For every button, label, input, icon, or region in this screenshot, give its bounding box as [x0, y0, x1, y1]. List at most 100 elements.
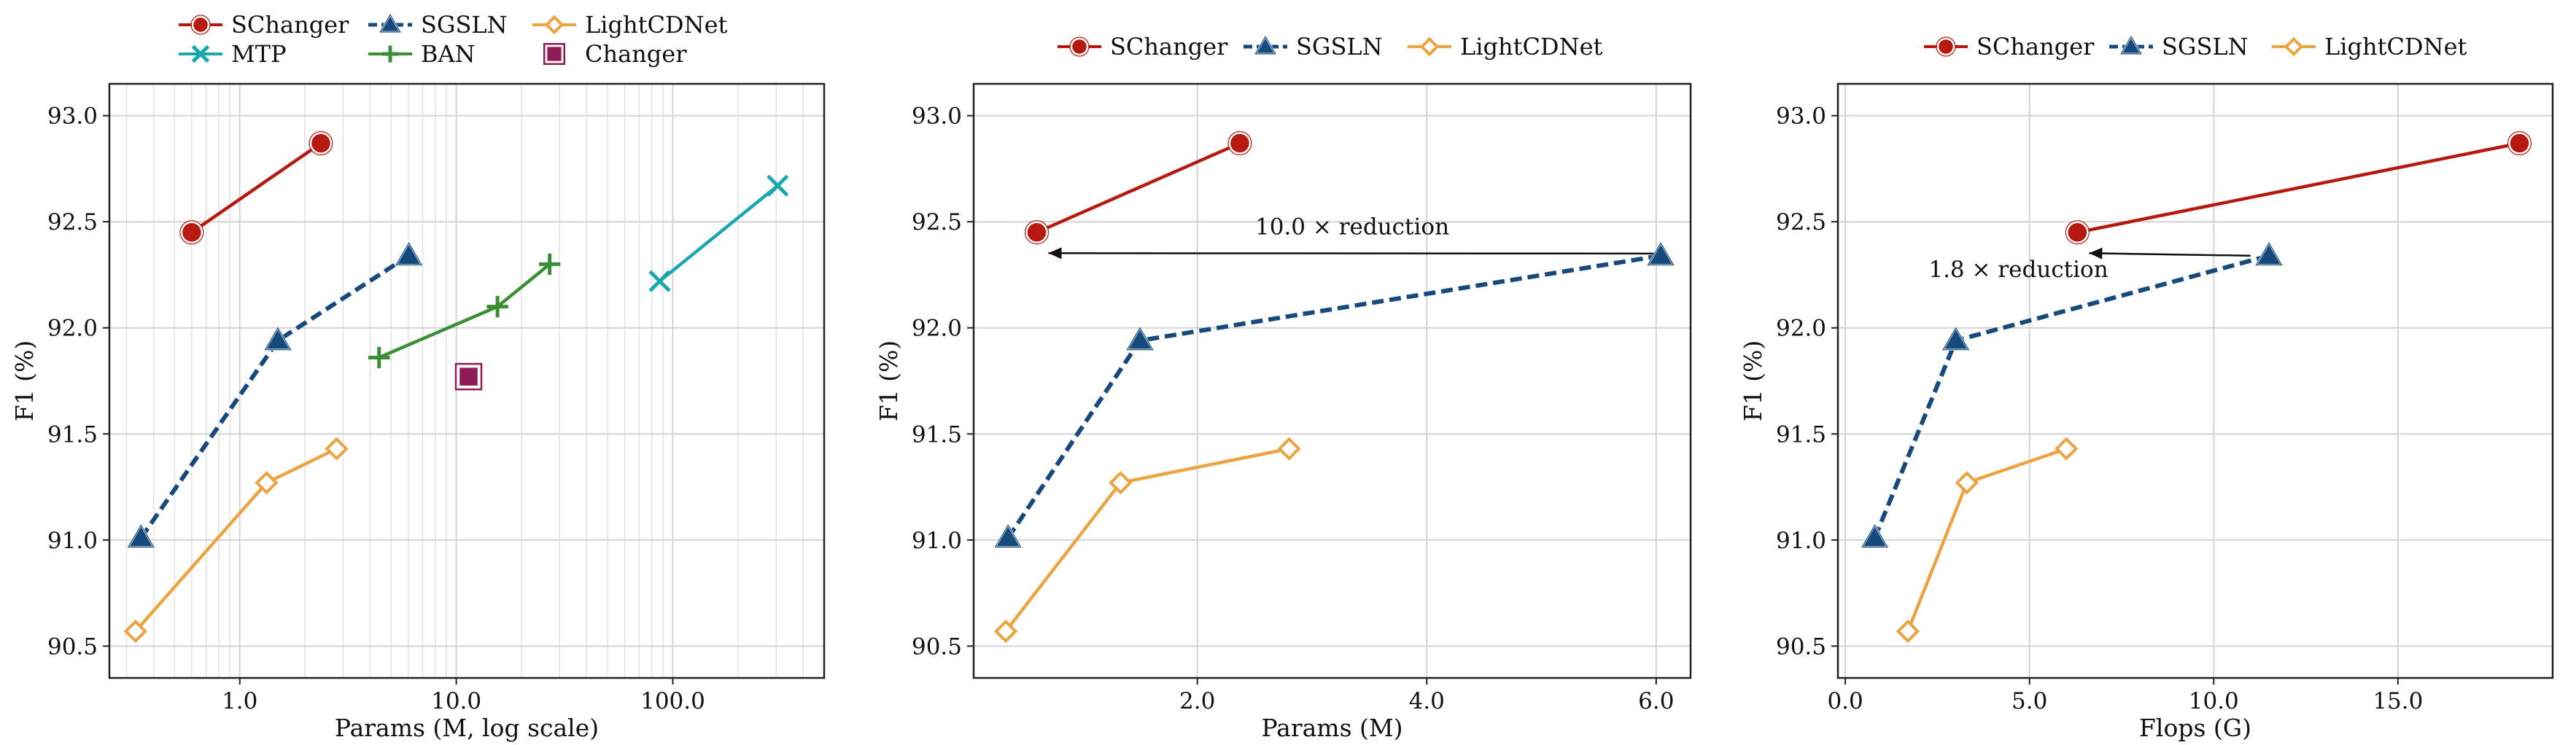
x-axis-label: Flops (G) — [2139, 714, 2251, 742]
data-point-sgsln-ring — [1861, 524, 1889, 548]
series-line-mtp — [659, 184, 779, 283]
x-tick-label: 4.0 — [1409, 688, 1445, 714]
legend-marker-lightcdnet — [1419, 36, 1440, 57]
y-tick-label: 92.5 — [912, 209, 962, 235]
series-schanger — [1024, 130, 1252, 245]
y-tick-label: 91.0 — [1776, 528, 1826, 554]
legend-marker-mtp — [191, 44, 210, 63]
annotation-arrow-head — [2089, 247, 2103, 260]
data-point-lightcdnet — [1109, 471, 1133, 495]
series-sgsln — [1860, 241, 2284, 548]
series-changer — [454, 362, 483, 391]
data-point-schanger-ring — [309, 130, 333, 156]
y-tick-label: 91.5 — [1776, 421, 1826, 448]
legend-item-schanger: SChanger — [1924, 33, 2095, 61]
data-point-schanger-ring — [1227, 130, 1252, 156]
legend-label: SChanger — [1110, 33, 1228, 61]
data-point-schanger — [2066, 221, 2089, 243]
x-tick-label: 10.0 — [2189, 688, 2239, 714]
data-point-sgsln-ring — [1647, 242, 1675, 265]
legend-marker-schanger — [1070, 37, 1089, 56]
annotation-label: 1.8 × reduction — [1928, 257, 2108, 283]
x-axis-label: Params (M) — [1261, 714, 1403, 742]
legend-marker-changer — [547, 47, 562, 61]
legend-label: SGSLN — [2162, 33, 2249, 61]
series-line-schanger — [2076, 141, 2520, 234]
y-tick-label: 91.0 — [47, 528, 98, 554]
legend-item-lightcdnet: LightCDNet — [532, 11, 728, 39]
y-tick-label: 90.5 — [1776, 633, 1826, 660]
legend-item-schanger: SChanger — [179, 11, 349, 39]
legend-item-sgsln: SGSLN — [1244, 33, 1383, 61]
data-point-ban — [538, 253, 561, 276]
x-tick-label: 15.0 — [2373, 688, 2423, 714]
y-tick-label: 93.0 — [1776, 104, 1826, 130]
series-line-schanger — [190, 141, 322, 234]
data-point-mtp — [648, 270, 671, 292]
y-tick-label: 92.5 — [1776, 209, 1826, 235]
data-point-sgsln-ring — [395, 242, 423, 265]
legend-label: LightCDNet — [1460, 33, 1603, 61]
annotation-arrow-line — [1048, 252, 1661, 255]
series-sgsln — [993, 241, 1675, 548]
data-point-ban — [486, 295, 508, 318]
series-line-schanger — [1036, 141, 1241, 234]
legend-marker-schanger-ring — [1936, 36, 1956, 57]
series-sgsln — [126, 241, 424, 548]
annotation-label: 10.0 × reduction — [1255, 214, 1449, 241]
legend-marker-lightcdnet — [2284, 36, 2304, 57]
data-point-schanger-ring — [179, 220, 204, 245]
data-point-sgsln-ring — [127, 524, 155, 548]
legend-item-mtp: MTP — [179, 40, 287, 68]
legend-item-lightcdnet: LightCDNet — [2272, 33, 2467, 61]
legend-item-sgsln: SGSLN — [368, 11, 508, 39]
x-tick-label: 0.0 — [1827, 688, 1863, 714]
x-tick-label: 1.0 — [222, 688, 257, 714]
legend-item-ban: BAN — [368, 40, 476, 68]
series-ban — [368, 253, 561, 369]
data-point-schanger-ring — [2065, 220, 2090, 245]
data-point-lightcdnet — [1896, 619, 1920, 644]
legend-item-lightcdnet: LightCDNet — [1408, 33, 1603, 61]
data-point-schanger — [2508, 132, 2531, 155]
chart-panel-3: 0.0 5.0 10.0 15.0 90.5 91.0 91.5 92.0 92.5 93.0 Fl… — [1739, 33, 2554, 742]
legend: SChanger SGSLN LightCDNet — [1924, 33, 2467, 61]
y-tick-label: 93.0 — [47, 104, 98, 130]
legend-marker-schanger — [191, 15, 210, 34]
x-tick-label: 6.0 — [1638, 688, 1674, 714]
legend-label: SGSLN — [1296, 33, 1383, 61]
chart-panel-2: 2.0 4.0 6.0 90.5 91.0 91.5 92.0 92.5 93.0 Params … — [874, 33, 1692, 742]
y-tick-label: 92.0 — [912, 316, 962, 342]
y-tick-label: 91.5 — [47, 421, 98, 448]
data-point-sgsln-ring — [2255, 242, 2283, 265]
y-tick-label: 92.5 — [47, 209, 98, 235]
x-tick-label: 5.0 — [2011, 688, 2047, 714]
legend: SChanger SGSLN LightCDNet MTP BAN Changer — [179, 11, 728, 68]
plot-frame — [108, 82, 826, 679]
legend-label: Changer — [585, 40, 687, 68]
data-point-schanger-ring — [2507, 130, 2532, 156]
y-tick-label: 92.0 — [47, 316, 98, 342]
legend-marker-schanger-ring — [1069, 36, 1090, 57]
data-point-lightcdnet — [123, 619, 147, 644]
data-point-schanger — [1228, 132, 1252, 155]
y-tick-label: 92.0 — [1776, 316, 1826, 342]
legend-label: BAN — [421, 40, 476, 68]
series-schanger — [2065, 130, 2532, 245]
data-point-lightcdnet — [1955, 471, 1979, 495]
y-axis-label: F1 (%) — [874, 340, 903, 422]
legend-marker-sgsln-ring — [1254, 36, 1276, 55]
y-tick-label: 91.5 — [912, 421, 962, 448]
data-point-ban — [368, 346, 390, 369]
y-axis-label: F1 (%) — [1739, 340, 1767, 422]
legend-marker-schanger-ring — [190, 15, 211, 35]
legend-item-changer: Changer — [543, 40, 687, 68]
data-point-schanger-ring — [1024, 220, 1050, 245]
legend-marker-sgsln-ring — [2120, 36, 2142, 55]
legend-marker-schanger — [1936, 37, 1955, 56]
legend-label: LightCDNet — [2324, 33, 2467, 61]
data-point-lightcdnet — [325, 437, 349, 461]
legend-label: MTP — [231, 40, 287, 68]
y-tick-label: 91.0 — [912, 528, 962, 554]
